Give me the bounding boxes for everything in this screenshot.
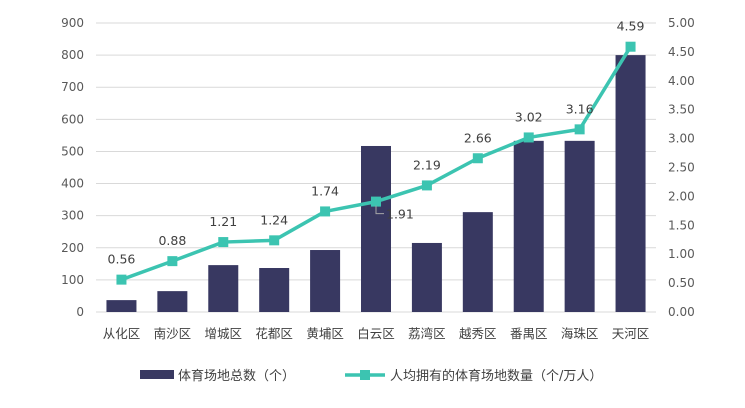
legend-bar-label: 体育场地总数（个） — [178, 368, 295, 384]
line-marker-海珠区 — [574, 124, 585, 135]
line-marker-南沙区 — [167, 256, 178, 267]
data-label: 1.91 — [386, 207, 414, 222]
y-right-tick-label: 3.00 — [668, 132, 695, 146]
bar-荔湾区 — [411, 242, 442, 312]
bar-黄埔区 — [310, 250, 341, 312]
data-label: 0.56 — [108, 252, 136, 267]
line-marker-白云区 — [371, 196, 381, 207]
y-left-tick-label: 600 — [61, 112, 84, 126]
data-label: 1.21 — [209, 214, 237, 229]
data-label: 1.24 — [260, 212, 288, 227]
y-right-tick-label: 1.50 — [668, 218, 695, 232]
y-right-tick-label: 3.50 — [668, 103, 695, 117]
x-tick-label: 花都区 — [255, 326, 293, 341]
legend-line-label: 人均拥有的体育场地数量（个/万人） — [390, 368, 602, 384]
y-right-tick-label: 1.00 — [668, 247, 695, 261]
bar-南沙区 — [157, 291, 188, 312]
line-marker-番禺区 — [523, 132, 534, 143]
data-label: 1.74 — [311, 183, 339, 198]
x-tick-label: 天河区 — [612, 326, 650, 341]
bar-花都区 — [259, 268, 290, 312]
bar-增城区 — [208, 265, 239, 312]
line-marker-花都区 — [269, 235, 280, 246]
y-left-tick-label: 500 — [61, 144, 84, 158]
bar-越秀区 — [462, 212, 493, 312]
bar-海珠区 — [564, 140, 595, 312]
x-tick-label: 海珠区 — [561, 326, 599, 341]
line-marker-越秀区 — [472, 153, 483, 164]
x-tick-label: 黄埔区 — [306, 326, 344, 341]
line-marker-增城区 — [218, 237, 229, 248]
x-tick-label: 增城区 — [205, 326, 243, 341]
legend: 体育场地总数（个） 人均拥有的体育场地数量（个/万人） — [140, 368, 602, 384]
y-right-tick-label: 5.00 — [668, 16, 695, 30]
line-marker-黄埔区 — [320, 206, 331, 217]
y-left-tick-label: 800 — [61, 48, 84, 62]
data-label: 4.59 — [617, 19, 645, 34]
x-tick-label: 从化区 — [103, 326, 141, 341]
y-left-tick-label: 400 — [61, 177, 84, 191]
bar-白云区 — [361, 145, 391, 312]
legend-line-marker — [360, 370, 370, 380]
y-right-tick-label: 2.50 — [668, 161, 695, 175]
line-marker-从化区 — [116, 274, 127, 285]
y-left-tick-label: 900 — [61, 16, 84, 30]
y-left-tick-label: 700 — [61, 80, 84, 94]
y-right-tick-label: 0.50 — [668, 276, 695, 290]
data-label: 3.02 — [515, 109, 543, 124]
bar-天河区 — [615, 55, 646, 312]
y-right-tick-label: 0.00 — [668, 305, 695, 319]
x-tick-label: 番禺区 — [510, 326, 548, 341]
y-left-tick-label: 200 — [61, 241, 84, 255]
data-label: 2.19 — [413, 157, 441, 172]
x-tick-label: 越秀区 — [459, 326, 497, 341]
line-marker-荔湾区 — [421, 180, 432, 191]
bar-番禺区 — [513, 140, 544, 312]
x-tick-label: 白云区 — [357, 326, 395, 341]
line-marker-天河区 — [625, 41, 636, 52]
data-label-leader — [375, 205, 384, 215]
x-tick-label: 南沙区 — [154, 326, 192, 341]
x-tick-label: 荔湾区 — [408, 326, 446, 341]
y-right-tick-label: 2.00 — [668, 189, 695, 203]
bar-从化区 — [106, 300, 137, 312]
legend-bar-swatch — [140, 370, 174, 379]
data-label: 3.16 — [566, 101, 594, 116]
data-label: 2.66 — [464, 130, 492, 145]
y-right-tick-label: 4.50 — [668, 45, 695, 59]
data-label: 0.88 — [158, 233, 186, 248]
y-left-tick-label: 0 — [76, 305, 84, 319]
y-right-tick-label: 4.00 — [668, 74, 695, 88]
y-left-tick-label: 300 — [61, 209, 84, 223]
y-left-tick-label: 100 — [61, 273, 84, 287]
